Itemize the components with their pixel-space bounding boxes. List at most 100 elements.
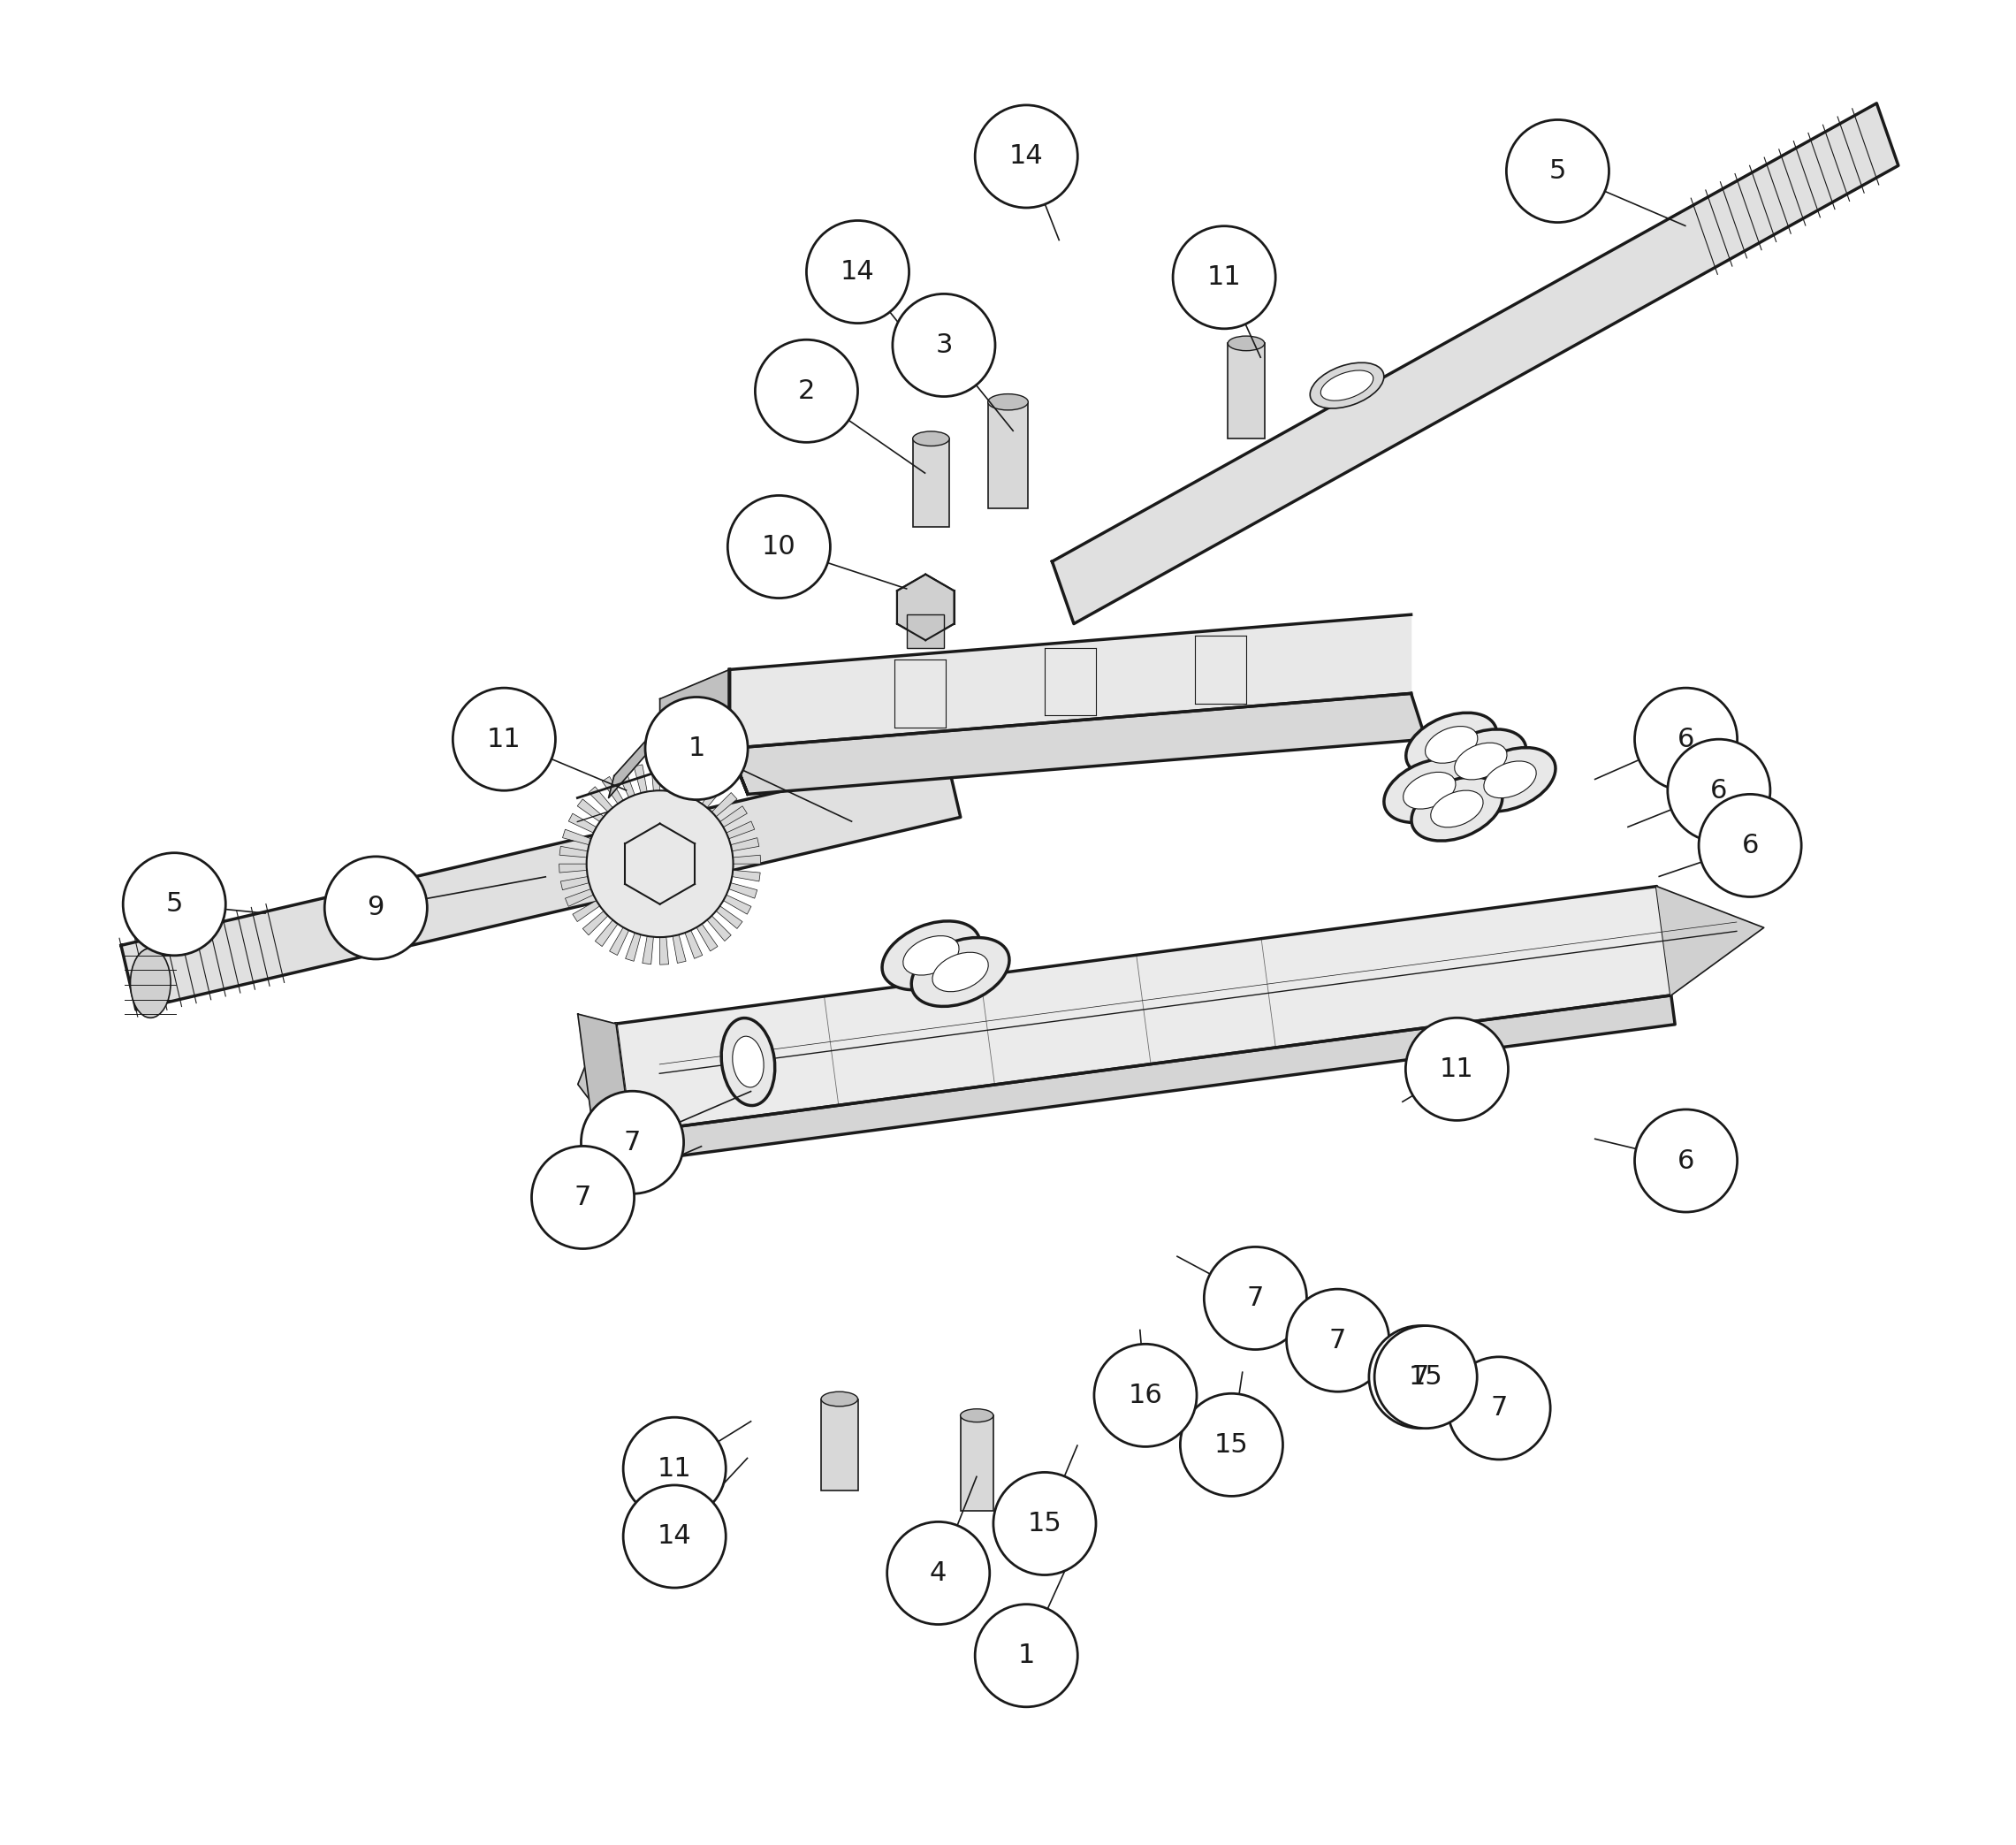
Ellipse shape [911,937,1010,1006]
Text: 1: 1 [687,736,706,762]
Text: 5: 5 [1548,159,1566,185]
Text: 7: 7 [1246,1286,1264,1312]
Circle shape [756,339,857,443]
Ellipse shape [1484,762,1536,799]
Circle shape [645,697,748,799]
Circle shape [994,1472,1097,1576]
Polygon shape [1657,886,1764,994]
Text: 14: 14 [1010,144,1044,170]
Circle shape [623,1417,726,1520]
Polygon shape [633,764,647,793]
Polygon shape [730,838,760,851]
Polygon shape [577,799,603,821]
Text: 15: 15 [1214,1432,1248,1458]
Circle shape [1173,227,1276,328]
Text: 16: 16 [1129,1382,1163,1408]
Polygon shape [1052,103,1899,624]
Polygon shape [708,915,732,941]
Circle shape [454,688,556,790]
Polygon shape [569,814,597,832]
Polygon shape [897,574,954,640]
Ellipse shape [960,1410,994,1422]
Text: 6: 6 [1742,832,1758,858]
Text: 11: 11 [1208,264,1242,290]
Polygon shape [716,906,742,928]
Text: 4: 4 [929,1561,948,1587]
Circle shape [976,1605,1079,1707]
Polygon shape [728,882,758,899]
Polygon shape [679,766,694,795]
Ellipse shape [1454,744,1506,780]
Text: 6: 6 [1677,727,1695,753]
Text: 7: 7 [575,1184,591,1210]
Circle shape [1405,1018,1508,1120]
Text: 1: 1 [1018,1642,1034,1668]
Polygon shape [643,935,653,965]
Circle shape [976,105,1079,208]
Polygon shape [732,871,760,882]
Polygon shape [730,614,1411,749]
Polygon shape [562,830,591,845]
FancyBboxPatch shape [907,614,943,648]
Text: 15: 15 [1409,1363,1443,1389]
Circle shape [1204,1247,1306,1349]
Circle shape [123,852,226,956]
Polygon shape [734,854,760,863]
Circle shape [587,790,734,937]
Polygon shape [651,764,659,792]
Circle shape [806,221,909,323]
Polygon shape [730,694,1425,793]
Polygon shape [659,937,669,965]
Circle shape [325,856,427,959]
Circle shape [581,1090,683,1194]
Ellipse shape [931,952,988,991]
Ellipse shape [131,948,171,1018]
Circle shape [1506,120,1609,223]
Circle shape [893,293,996,397]
Ellipse shape [1411,777,1502,841]
Polygon shape [685,930,702,959]
Polygon shape [712,793,738,817]
Text: 6: 6 [1677,1148,1695,1173]
Text: 11: 11 [657,1456,691,1482]
Text: 7: 7 [1490,1395,1508,1421]
Polygon shape [609,721,663,797]
Polygon shape [603,777,623,804]
Polygon shape [665,764,677,792]
Polygon shape [659,670,730,749]
Text: 10: 10 [762,533,796,559]
Text: 11: 11 [1439,1057,1474,1081]
Text: 7: 7 [1411,1363,1429,1389]
Polygon shape [617,769,635,797]
Polygon shape [560,847,589,858]
Text: 7: 7 [623,1129,641,1155]
Ellipse shape [1425,727,1478,764]
Circle shape [1635,1109,1738,1212]
Ellipse shape [1320,371,1373,400]
Circle shape [1369,1327,1472,1428]
Text: 15: 15 [1028,1511,1062,1537]
Polygon shape [691,773,710,801]
Ellipse shape [1403,771,1456,808]
Polygon shape [583,911,609,935]
Polygon shape [821,1399,857,1491]
Ellipse shape [913,432,950,446]
Ellipse shape [722,1018,774,1105]
Circle shape [1375,1327,1478,1428]
Polygon shape [913,439,950,526]
Ellipse shape [1405,712,1496,777]
Polygon shape [696,924,718,952]
Circle shape [1667,740,1770,841]
Text: 9: 9 [367,895,385,921]
Ellipse shape [903,935,960,976]
Circle shape [532,1146,635,1249]
Polygon shape [726,821,754,839]
Polygon shape [631,994,1675,1162]
Polygon shape [560,876,589,889]
Ellipse shape [1435,729,1526,793]
Circle shape [728,496,831,598]
Text: 14: 14 [841,258,875,284]
Ellipse shape [1383,758,1476,823]
Polygon shape [564,889,593,906]
Ellipse shape [988,395,1028,410]
